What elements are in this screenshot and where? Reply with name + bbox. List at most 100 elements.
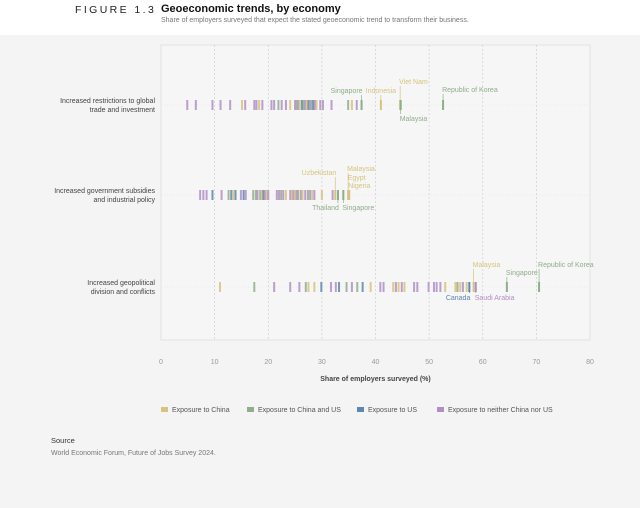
strip-mark	[329, 282, 332, 292]
strip-mark	[304, 190, 307, 200]
strip-mark	[284, 190, 287, 200]
strip-mark	[255, 100, 258, 110]
strip-mark	[270, 100, 273, 110]
strip-mark	[313, 282, 316, 292]
strip-mark	[413, 282, 416, 292]
row-label: trade and investment	[90, 107, 155, 114]
strip-mark	[282, 190, 285, 200]
strip-mark	[211, 100, 214, 110]
strip-mark	[292, 190, 295, 200]
x-tick-label: 20	[264, 359, 272, 366]
strip-mark	[338, 282, 341, 292]
strip-mark	[400, 282, 403, 292]
economy-label: Malaysia	[400, 116, 428, 123]
strip-mark	[309, 190, 312, 200]
source-heading: Source	[51, 436, 75, 445]
strip-mark	[320, 282, 323, 292]
strip-mark	[289, 100, 292, 110]
economy-label: Indonesia	[366, 88, 396, 95]
strip-mark	[313, 100, 316, 110]
strip-mark	[284, 100, 287, 110]
strip-mark	[369, 282, 372, 292]
strip-mark	[330, 100, 333, 110]
strip-mark	[218, 282, 221, 292]
strip-mark	[310, 100, 313, 110]
strip-mark	[350, 282, 353, 292]
strip-mark	[254, 190, 257, 200]
source-text: World Economic Forum, Future of Jobs Sur…	[51, 450, 216, 457]
strip-mark	[432, 282, 435, 292]
strip-mark	[392, 282, 395, 292]
strip-mark	[299, 190, 302, 200]
strip-mark	[313, 190, 316, 200]
strip-mark	[290, 190, 293, 200]
strip-mark	[459, 282, 462, 292]
strip-mark	[394, 282, 397, 292]
strip-mark	[295, 100, 298, 110]
strip-mark	[382, 282, 385, 292]
legend-swatch	[437, 407, 444, 412]
economy-label: Canada	[446, 295, 471, 302]
strip-mark	[427, 282, 430, 292]
strip-mark	[211, 190, 214, 200]
strip-mark	[307, 282, 310, 292]
economy-label: Thailand	[312, 205, 339, 212]
strip-mark	[331, 190, 334, 200]
strip-mark	[244, 190, 247, 200]
chart-subtitle: Share of employers surveyed that expect …	[161, 17, 469, 24]
x-tick-label: 40	[372, 359, 380, 366]
x-axis-label: Share of employers surveyed (%)	[320, 376, 431, 383]
strip-mark	[242, 190, 245, 200]
strip-mark	[298, 100, 301, 110]
strip-mark	[244, 100, 247, 110]
row-label: Increased government subsidies	[54, 188, 155, 195]
economy-label: Malaysia	[473, 262, 501, 269]
strip-mark	[273, 282, 276, 292]
strip-mark	[461, 282, 464, 292]
legend-swatch	[161, 407, 168, 412]
x-tick-label: 30	[318, 359, 326, 366]
x-tick-label: 60	[479, 359, 487, 366]
strip-mark	[186, 100, 189, 110]
strip-mark	[264, 190, 267, 200]
strip-mark	[277, 190, 280, 200]
legend-swatch	[247, 407, 254, 412]
highlight-mark	[348, 190, 351, 200]
strip-mark	[298, 282, 301, 292]
strip-mark	[252, 190, 255, 200]
strip-mark	[334, 282, 337, 292]
strip-mark	[297, 100, 300, 110]
economy-label: Republic of Korea	[442, 87, 498, 94]
strip-mark	[202, 190, 205, 200]
strip-mark	[232, 190, 235, 200]
strip-mark	[444, 282, 447, 292]
economy-label: Singapore	[331, 88, 363, 95]
strip-mark	[262, 190, 265, 200]
economy-label: Viet Nam	[399, 79, 428, 86]
strip-mark	[301, 100, 304, 110]
strip-mark	[205, 190, 208, 200]
economy-label: Egypt	[348, 175, 366, 182]
strip-mark	[280, 100, 283, 110]
strip-mark	[356, 282, 359, 292]
legend-label: Exposure to neither China nor US	[448, 407, 553, 414]
strip-mark	[275, 190, 278, 200]
strip-mark	[304, 100, 307, 110]
strip-mark	[361, 282, 364, 292]
strip-mark	[345, 282, 348, 292]
strip-mark	[454, 282, 457, 292]
strip-mark	[305, 100, 308, 110]
strip-mark	[315, 100, 318, 110]
economy-label: Malaysia	[347, 166, 375, 173]
legend-label: Exposure to China and US	[258, 407, 341, 414]
strip-mark	[239, 190, 242, 200]
strip-mark	[309, 100, 312, 110]
strip-mark	[307, 100, 310, 110]
x-tick-label: 80	[586, 359, 594, 366]
strip-mark	[234, 190, 237, 200]
x-tick-label: 70	[532, 359, 540, 366]
strip-mark	[347, 100, 350, 110]
strip-mark	[306, 190, 309, 200]
economy-label: Saudi Arabia	[475, 295, 515, 302]
